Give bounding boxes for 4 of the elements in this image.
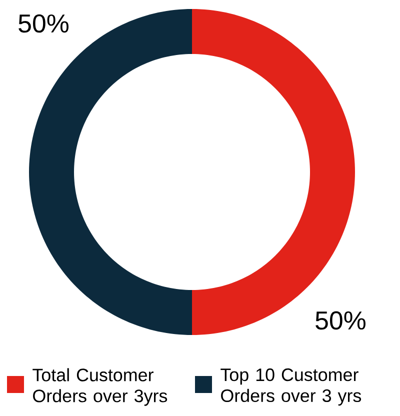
data-label: 50% xyxy=(18,14,68,33)
legend-label: Total Customer Orders over 3yrs xyxy=(32,368,168,406)
legend-label: Top 10 Customer Orders over 3 yrs xyxy=(220,368,362,406)
data-label: 50% xyxy=(316,311,366,330)
